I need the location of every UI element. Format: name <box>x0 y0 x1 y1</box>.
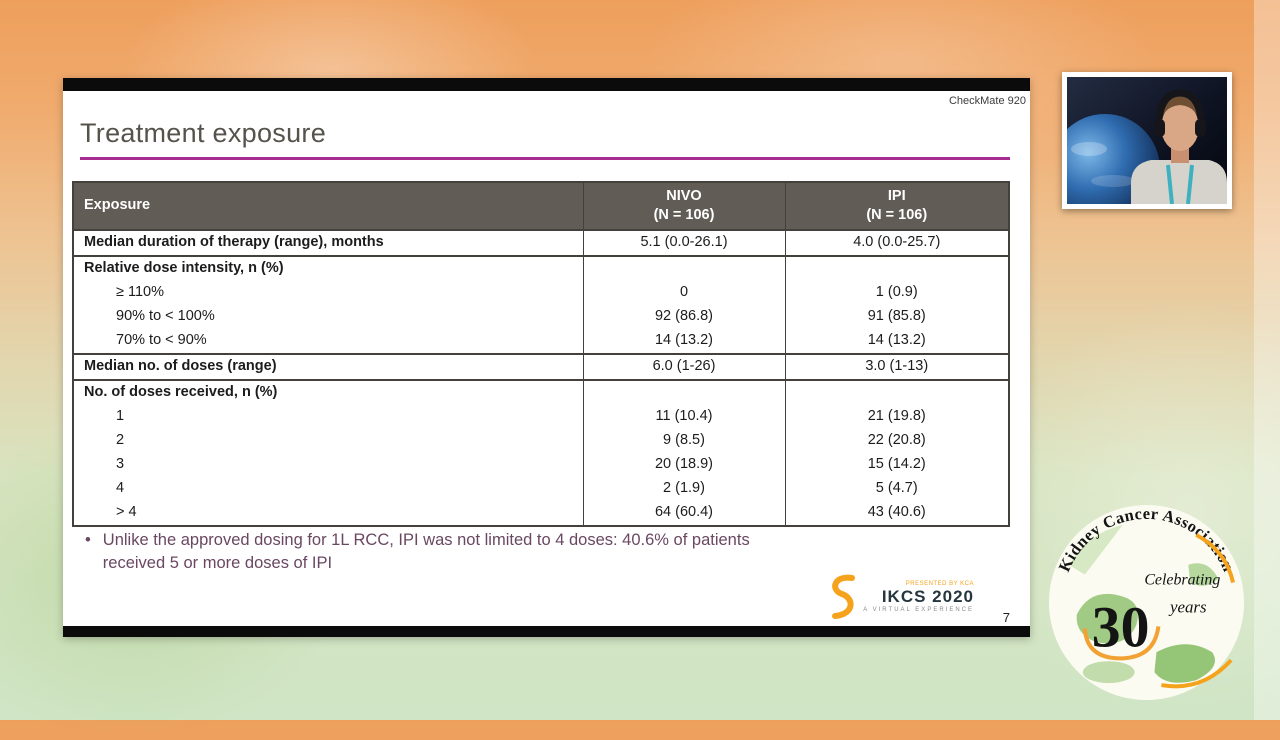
col-header-ipi: IPI (N = 106) <box>784 181 1010 231</box>
table-row: Relative dose intensity, n (%) <box>72 254 1010 281</box>
row-value: 2 (1.9) <box>582 476 786 501</box>
slide-bottom-bar <box>63 626 1030 637</box>
lanyard <box>1166 164 1194 205</box>
row-value: 11 (10.4) <box>582 404 786 429</box>
study-watermark: CheckMate 920 <box>948 95 1026 107</box>
orange-ribbon <box>1195 533 1236 584</box>
ikcs-text-block: PRESENTED BY KCA IKCS 2020 A VIRTUAL EXP… <box>863 581 974 613</box>
row-label: ≥ 110% <box>72 280 584 305</box>
globe-landmass <box>1068 524 1123 575</box>
exposure-table-wrap: Exposure NIVO (N = 106) IPI (N = 106) Me… <box>72 181 1010 527</box>
speaker-video-frame <box>1050 77 1227 224</box>
slide-top-bar <box>63 78 1030 91</box>
row-value <box>582 378 786 405</box>
bullet-marker: • <box>85 531 91 549</box>
page-number: 7 <box>1002 610 1010 625</box>
row-label: 3 <box>72 452 584 477</box>
row-value: 43 (40.6) <box>784 500 1010 526</box>
headphone-earcup <box>1195 119 1206 137</box>
exposure-table-body: Median duration of therapy (range), mont… <box>72 228 1010 526</box>
ikcs-title: IKCS 2020 <box>881 587 974 606</box>
row-label: Median no. of doses (range) <box>72 352 584 380</box>
row-value: 9 (8.5) <box>582 428 786 453</box>
table-header-row: Exposure NIVO (N = 106) IPI (N = 106) <box>72 181 1010 231</box>
row-value: 91 (85.8) <box>784 304 1010 329</box>
table-row: ≥ 110% 0 1 (0.9) <box>72 280 1010 305</box>
row-value: 5 (4.7) <box>784 476 1010 501</box>
row-value: 4.0 (0.0-25.7) <box>784 228 1010 256</box>
ikcs-ribbon-icon <box>832 574 856 619</box>
ikcs-logo: PRESENTED BY KCA IKCS 2020 A VIRTUAL EXP… <box>827 573 974 621</box>
kca-badge-graphic: Kidney Cancer Association Celebrating 30… <box>1048 504 1245 701</box>
headphone-earcup <box>1154 119 1165 137</box>
bullet-text: Unlike the approved dosing for 1L RCC, I… <box>102 531 750 573</box>
col-header-exposure: Exposure <box>72 181 584 231</box>
row-label: 1 <box>72 404 584 429</box>
row-label: 70% to < 90% <box>72 328 584 354</box>
orange-swoosh <box>1082 626 1161 661</box>
exposure-table: Exposure NIVO (N = 106) IPI (N = 106) Me… <box>72 181 1010 527</box>
row-value: 1 (0.9) <box>784 280 1010 305</box>
table-row: 90% to < 100% 92 (86.8) 91 (85.8) <box>72 304 1010 329</box>
badge-celebrating-text: Celebrating <box>1144 572 1220 589</box>
globe-landmass <box>1082 661 1135 684</box>
table-row: 1 11 (10.4) 21 (19.8) <box>72 404 1010 429</box>
table-row: Median duration of therapy (range), mont… <box>72 228 1010 256</box>
row-label: No. of doses received, n (%) <box>72 378 584 405</box>
presentation-slide: CheckMate 920 Treatment exposure Exposur… <box>63 78 1030 637</box>
speaker-face <box>1161 103 1199 151</box>
globe-landmass <box>1188 563 1219 586</box>
badge-30-number: 30 <box>1092 596 1150 659</box>
row-label: 4 <box>72 476 584 501</box>
table-row: 3 20 (18.9) 15 (14.2) <box>72 452 1010 477</box>
row-label: 90% to < 100% <box>72 304 584 329</box>
table-row: Median no. of doses (range) 6.0 (1-26) 3.0… <box>72 352 1010 380</box>
kca-anniversary-badge: Kidney Cancer Association Celebrating 30… <box>1047 503 1246 702</box>
orange-ribbon <box>1161 658 1233 689</box>
row-value: 92 (86.8) <box>582 304 786 329</box>
row-label: Relative dose intensity, n (%) <box>72 254 584 281</box>
row-value: 22 (20.8) <box>784 428 1010 453</box>
background-strip <box>1254 0 1280 720</box>
row-value: 15 (14.2) <box>784 452 1010 477</box>
row-label: 2 <box>72 428 584 453</box>
headphones-band <box>1155 89 1205 120</box>
row-label: > 4 <box>72 500 584 526</box>
row-label: Median duration of therapy (range), mont… <box>72 228 584 256</box>
row-value: 0 <box>582 280 786 305</box>
row-value <box>784 378 1010 405</box>
row-value: 21 (19.8) <box>784 404 1010 429</box>
row-value: 5.1 (0.0-26.1) <box>582 228 786 256</box>
col-header-nivo: NIVO (N = 106) <box>582 181 786 231</box>
row-value <box>784 254 1010 281</box>
badge-years-text: years <box>1168 597 1207 616</box>
row-value: 20 (18.9) <box>582 452 786 477</box>
globe-landmass <box>1076 593 1138 644</box>
row-value: 6.0 (1-26) <box>582 352 786 380</box>
row-value <box>582 254 786 281</box>
bullet-point: • Unlike the approved dosing for 1L RCC,… <box>85 529 750 576</box>
row-value: 3.0 (1-13) <box>784 352 1010 380</box>
title-rule <box>80 157 1010 160</box>
table-row: 70% to < 90% 14 (13.2) 14 (13.2) <box>72 328 1010 354</box>
table-row: > 4 64 (60.4) 43 (40.6) <box>72 500 1010 526</box>
row-value: 14 (13.2) <box>582 328 786 354</box>
ikcs-subtitle: A VIRTUAL EXPERIENCE <box>863 607 974 613</box>
speaker-body <box>1131 160 1227 204</box>
speaker-hair <box>1159 96 1201 129</box>
row-value: 14 (13.2) <box>784 328 1010 354</box>
ikcs-presented-by: PRESENTED BY KCA <box>905 581 974 587</box>
row-value: 64 (60.4) <box>582 500 786 526</box>
globe-landmass <box>1154 644 1215 683</box>
slide-title: Treatment exposure <box>80 118 327 148</box>
speaker-webcam <box>1050 72 1232 224</box>
table-row: No. of doses received, n (%) <box>72 378 1010 405</box>
